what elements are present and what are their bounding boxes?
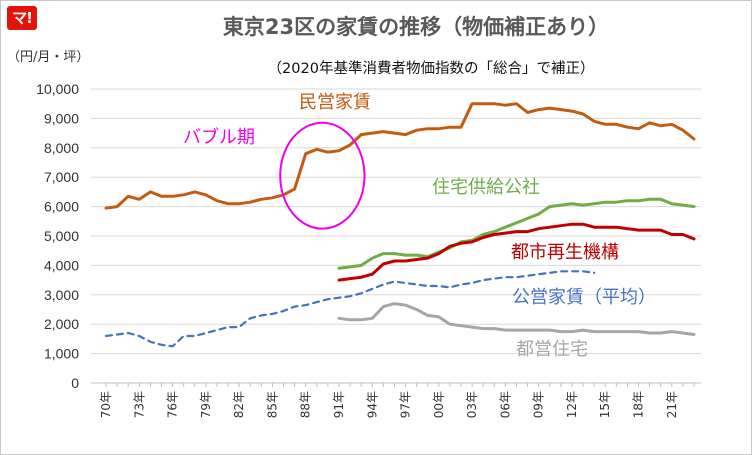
y-tick-label: 8,000 [44,140,79,156]
series-label: 都市再生機構 [511,242,619,263]
y-tick-label: 2,000 [44,316,79,332]
y-tick-label: 3,000 [44,287,79,303]
series-line [337,302,696,336]
x-tick-label: 06年 [498,391,512,418]
x-tick-label: 97年 [399,391,413,418]
x-tick-label: 18年 [632,391,646,418]
series-label: 都営住宅 [516,339,588,360]
x-tick-label: 12年 [565,391,579,418]
series-lines [104,102,696,348]
x-axis-ticks: 70年 73年 76年 79年 82年 85年 88年 91年 94年 97年 00年 03年 06年 0… [99,391,679,418]
site-logo: マ! [7,6,37,30]
series-line [104,270,596,348]
y-tick-label: 0 [71,375,79,391]
x-tick-label: 21年 [665,391,679,418]
x-tick-label: 15年 [598,391,612,418]
gridlines [91,88,701,387]
y-axis-unit-label: （円/月・坪） [7,50,89,65]
x-tick-label: 73年 [132,391,146,418]
chart-title: 東京23区の家賃の推移（物価補正あり） [223,15,609,39]
y-tick-label: 6,000 [44,199,79,215]
x-tick-label: 85年 [265,391,279,418]
x-tick-label: 70年 [99,391,113,418]
x-tick-label: 94年 [365,391,379,418]
series-line [337,197,696,270]
series-label: 住宅供給公社 [432,177,540,198]
x-tick-label: 09年 [532,391,546,418]
y-tick-label: 1,000 [44,346,79,362]
chart-subtitle: （2020年基準消費者物価指数の「総合」で補正） [268,60,595,77]
x-tick-label: 03年 [465,391,479,418]
y-tick-label: 4,000 [44,257,79,273]
bubble-annotation: バブル期 [183,121,366,230]
y-tick-label: 10,000 [36,81,79,97]
y-tick-label: 9,000 [44,110,79,126]
bubble-circle [279,121,366,230]
y-tick-label: 5,000 [44,228,79,244]
series-label: 公営家賃（平均） [512,287,656,308]
x-tick-label: 76年 [166,391,180,418]
x-tick-label: 00年 [432,391,446,418]
series-line [104,102,696,210]
x-tick-label: 91年 [332,391,346,418]
x-tick-label: 82年 [232,391,246,418]
x-tick-label: 79年 [199,391,213,418]
series-line [337,222,696,282]
x-tick-label: 88年 [299,391,313,418]
series-label: 民営家賃 [299,92,371,113]
y-axis-ticks: 0 1,000 2,000 3,000 4,000 5,000 6,000 7,000 8,00… [36,81,79,391]
bubble-label: バブル期 [183,126,255,148]
y-tick-label: 7,000 [44,169,79,185]
